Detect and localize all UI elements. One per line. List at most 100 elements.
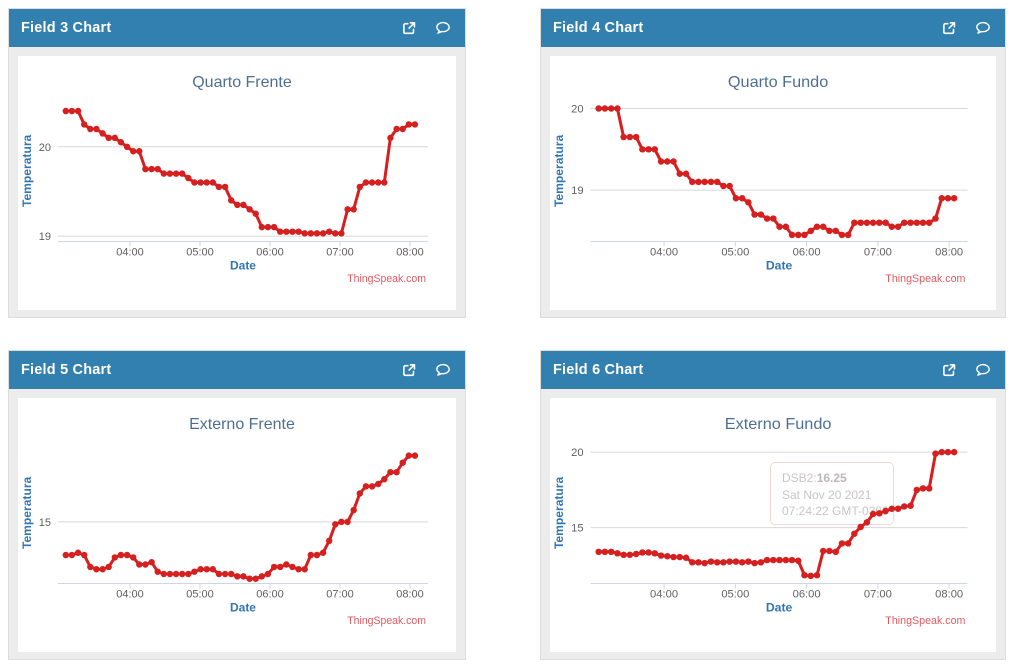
y-tick-label: 19 xyxy=(571,185,583,197)
data-point xyxy=(913,219,921,226)
data-point xyxy=(68,107,76,115)
data-point xyxy=(246,575,253,582)
x-tick-label: 04:00 xyxy=(116,589,144,601)
data-point xyxy=(307,230,314,237)
data-point xyxy=(788,231,796,239)
data-point xyxy=(258,223,265,231)
x-axis-label: Date xyxy=(766,601,793,615)
panel-header-icons xyxy=(940,20,991,37)
data-point xyxy=(68,551,76,559)
data-point xyxy=(350,206,357,213)
data-point xyxy=(203,179,210,186)
export-chart-button[interactable] xyxy=(400,362,417,379)
data-point xyxy=(319,230,327,237)
data-point xyxy=(117,139,125,146)
data-point xyxy=(907,219,914,226)
export-chart-button[interactable] xyxy=(940,362,957,379)
tooltip-date: Sat Nov 20 2021 xyxy=(782,487,872,502)
data-point xyxy=(601,548,609,556)
data-point xyxy=(913,486,921,494)
data-point xyxy=(179,170,186,177)
data-point xyxy=(688,559,696,566)
data-point xyxy=(234,573,241,580)
y-axis-label: Temperatura xyxy=(20,134,34,207)
export-chart-button[interactable] xyxy=(940,20,957,37)
data-point xyxy=(215,570,223,578)
comment-button[interactable] xyxy=(434,20,451,37)
data-point xyxy=(788,556,796,564)
data-point xyxy=(270,223,278,231)
speech-bubble-icon xyxy=(435,363,450,376)
data-point xyxy=(826,547,833,555)
data-point xyxy=(246,206,253,213)
comment-button[interactable] xyxy=(974,362,991,379)
data-point xyxy=(894,505,902,512)
panel-title: Field 5 Chart xyxy=(21,362,112,378)
data-point xyxy=(81,121,88,128)
data-point xyxy=(851,219,858,226)
data-point xyxy=(228,197,235,204)
data-point xyxy=(838,231,846,239)
data-point xyxy=(74,107,82,115)
x-tick-label: 07:00 xyxy=(326,589,354,601)
data-point xyxy=(770,215,777,222)
field3-line-chart[interactable]: Quarto Frente 19 20 04:00 05:00 06:00 07:00 08:… xyxy=(18,56,456,310)
data-point xyxy=(203,566,210,573)
data-point xyxy=(639,146,646,153)
export-chart-button[interactable] xyxy=(400,20,417,37)
comment-button[interactable] xyxy=(434,362,451,379)
data-point xyxy=(932,450,939,457)
data-point xyxy=(411,121,419,128)
x-tick-label: 08:00 xyxy=(935,589,963,601)
data-point xyxy=(62,107,69,115)
x-axis-label: Date xyxy=(766,259,793,273)
data-point xyxy=(136,148,143,155)
field3-chart-area: Quarto Frente 19 20 04:00 05:00 06:00 07:00 08:… xyxy=(18,56,456,310)
data-point xyxy=(197,179,204,186)
x-tick-label: 08:00 xyxy=(935,247,963,259)
data-point xyxy=(185,174,192,182)
data-point xyxy=(882,507,889,515)
data-point xyxy=(857,219,864,226)
data-point xyxy=(142,561,149,568)
data-point xyxy=(93,566,100,573)
data-point xyxy=(894,223,902,230)
data-point xyxy=(651,146,659,153)
data-point xyxy=(726,558,733,565)
chart-title: Quarto Fundo xyxy=(728,73,828,91)
data-point xyxy=(720,182,727,190)
data-point xyxy=(670,158,677,165)
field3-panel-header: Field 3 Chart xyxy=(9,9,465,47)
x-tick-label: 06:00 xyxy=(256,247,284,259)
field6-line-chart[interactable]: Externo Fundo 15 20 04:00 05:00 06:00 07:00 08:… xyxy=(550,398,996,652)
data-point xyxy=(301,230,308,237)
data-point xyxy=(745,558,752,565)
chart-title: Quarto Frente xyxy=(192,73,292,91)
data-point xyxy=(375,480,382,488)
data-point xyxy=(338,230,345,237)
series-line xyxy=(597,450,956,578)
data-point xyxy=(938,194,945,202)
data-point xyxy=(289,228,296,235)
data-point xyxy=(111,554,119,561)
field4-chart-panel: Field 4 Chart Quarto Fundo 19 20 04:00 05:00… xyxy=(540,8,1006,318)
data-point xyxy=(93,125,100,133)
field5-line-chart[interactable]: Externo Frente 15 04:00 05:00 06:00 07:00 08:0… xyxy=(18,398,456,652)
data-point xyxy=(763,556,771,564)
thingspeak-credit: ThingSpeak.com xyxy=(885,615,965,627)
field5-panel-header: Field 5 Chart xyxy=(9,351,465,389)
data-point xyxy=(595,105,602,112)
data-point xyxy=(645,146,652,153)
data-point xyxy=(289,563,296,571)
data-point xyxy=(882,219,889,226)
comment-button[interactable] xyxy=(974,20,991,37)
x-tick-label: 06:00 xyxy=(256,589,284,601)
data-point xyxy=(264,570,272,578)
data-point xyxy=(375,179,382,186)
data-point xyxy=(950,448,958,456)
data-point xyxy=(595,548,602,556)
data-point xyxy=(900,503,908,510)
x-tick-label: 05:00 xyxy=(186,247,214,259)
field4-line-chart[interactable]: Quarto Fundo 19 20 04:00 05:00 06:00 07:00 08:0… xyxy=(550,56,996,310)
data-point xyxy=(283,228,290,235)
